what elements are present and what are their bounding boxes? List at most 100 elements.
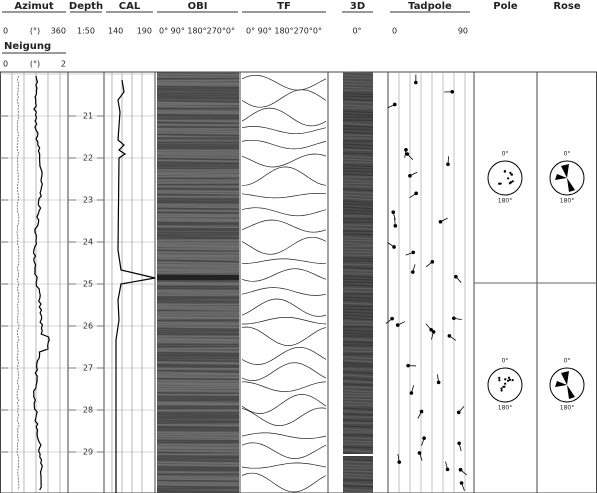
scale-label: 0°: [352, 27, 361, 36]
obi-texture: [157, 432, 239, 433]
scale-label: 0° 90° 180°270°0°: [159, 27, 235, 36]
core-texture: [343, 162, 373, 163]
column-title: Tadpole: [408, 1, 452, 12]
pole-dot: [508, 377, 510, 379]
tadpole-dot: [454, 275, 458, 279]
core-texture: [343, 78, 373, 79]
obi-texture: [157, 270, 239, 271]
obi-texture: [157, 330, 239, 331]
obi-texture: [157, 422, 239, 423]
obi-texture: [157, 434, 239, 435]
column-title: Rose: [553, 1, 581, 12]
tadpole-dot: [446, 468, 450, 472]
obi-texture: [157, 396, 239, 397]
obi-texture: [157, 342, 239, 343]
pole-dot: [500, 387, 502, 389]
obi-texture: [157, 205, 239, 206]
core-texture: [343, 282, 373, 283]
scale-label: 0: [392, 27, 397, 36]
net-label-bottom: 180°: [498, 405, 512, 412]
scale-label: 360: [51, 27, 66, 36]
pole-dot: [510, 181, 512, 183]
column-title: TF: [277, 1, 291, 12]
pole-dot: [500, 183, 502, 185]
net-label-top: 0°: [502, 151, 509, 158]
pole-dot: [507, 380, 509, 382]
obi-texture: [157, 421, 239, 422]
scale-label: 1:50: [77, 27, 95, 36]
core-texture: [343, 153, 373, 154]
pole-dot: [502, 386, 504, 388]
obi-texture: [157, 365, 239, 366]
core-texture: [343, 258, 373, 259]
tadpole-dot: [450, 90, 454, 94]
scale-label: 0° 90° 180°270°0°: [246, 27, 322, 36]
tadpole-dot: [420, 410, 424, 414]
tadpole-dot: [460, 481, 464, 485]
obi-texture: [157, 366, 239, 367]
tadpole-dot: [408, 174, 412, 178]
obi-texture: [157, 384, 239, 385]
obi-texture: [157, 460, 239, 461]
core-texture: [343, 234, 373, 235]
obi-texture: [157, 223, 239, 224]
core-texture: [343, 351, 373, 352]
obi-texture: [157, 487, 239, 488]
obi-texture: [157, 172, 239, 173]
obi-band: [157, 275, 239, 280]
obi-texture: [157, 159, 239, 160]
tadpole-dot: [452, 316, 456, 320]
column-title: Azimut: [14, 1, 54, 12]
obi-texture: [157, 113, 239, 114]
obi-texture: [157, 269, 239, 270]
stereonet: [488, 161, 522, 195]
column-title: Neigung: [4, 41, 51, 52]
net-label-top: 0°: [564, 358, 571, 365]
obi-texture: [157, 252, 239, 253]
core-texture: [343, 438, 373, 439]
scale-label: 140: [108, 27, 123, 36]
net-label-top: 0°: [502, 358, 509, 365]
scale-label: 0: [3, 60, 8, 69]
obi-texture: [157, 74, 239, 75]
obi-texture: [157, 306, 239, 307]
net-label-bottom: 180°: [560, 405, 574, 412]
tadpole-dot: [394, 224, 398, 228]
obi-texture: [157, 340, 239, 341]
obi-texture: [157, 288, 239, 289]
obi-texture: [157, 351, 239, 352]
obi-texture: [157, 335, 239, 336]
scale-label: 2: [61, 60, 66, 69]
obi-texture: [157, 320, 239, 321]
obi-texture: [157, 393, 239, 394]
obi-texture: [157, 454, 239, 455]
obi-texture: [157, 121, 239, 122]
obi-texture: [157, 465, 239, 466]
net-label-bottom: 180°: [560, 198, 574, 205]
tadpole-dot: [414, 192, 418, 196]
obi-texture: [157, 377, 239, 378]
obi-texture: [157, 353, 239, 354]
obi-texture: [157, 414, 239, 415]
obi-texture: [157, 371, 239, 372]
obi-texture: [157, 98, 239, 99]
obi-texture: [157, 191, 239, 192]
obi-texture: [157, 425, 239, 426]
obi-texture: [157, 80, 239, 81]
column-title: CAL: [119, 1, 141, 12]
tadpole-dot: [459, 468, 463, 472]
obi-texture: [157, 144, 239, 145]
obi-texture: [157, 162, 239, 163]
obi-texture: [157, 481, 239, 482]
column-title: 3D: [350, 1, 365, 12]
tadpole-dot: [446, 162, 450, 166]
scale-label: 90: [458, 27, 468, 36]
pole-dot: [509, 379, 511, 381]
obi-texture: [157, 199, 239, 200]
tadpole-dot: [457, 441, 461, 445]
column-title: Depth: [69, 1, 103, 12]
obi-texture: [157, 383, 239, 384]
net-label-top: 0°: [564, 151, 571, 158]
core-texture: [343, 435, 373, 436]
obi-texture: [157, 292, 239, 293]
